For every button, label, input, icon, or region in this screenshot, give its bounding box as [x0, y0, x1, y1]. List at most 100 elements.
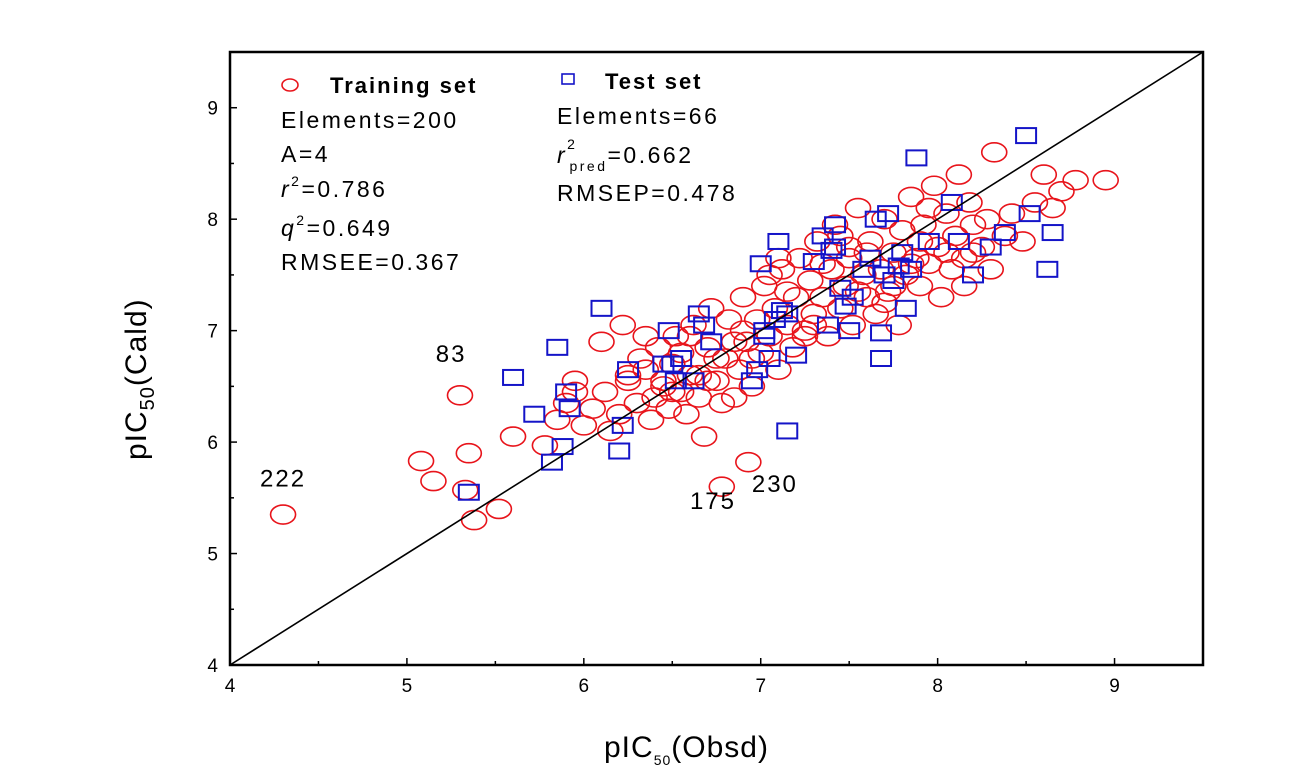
- training-point: [499, 426, 527, 447]
- test-point: [824, 216, 847, 234]
- training-point: [673, 403, 700, 425]
- legend-test: Test set Elements=66 r2 pred=0.662 RMSEP=…: [557, 69, 737, 206]
- x-tick-label: 9: [1109, 676, 1120, 697]
- plot-frame: [228, 50, 1205, 667]
- training-point: [597, 420, 624, 442]
- point-annotation: 230: [752, 471, 798, 498]
- training-point: [844, 281, 872, 302]
- test-point: [905, 149, 928, 167]
- training-point: [655, 398, 683, 419]
- training-point: [844, 197, 872, 219]
- training-elements: Elements=200: [281, 107, 459, 133]
- y-tick-label: 7: [207, 322, 218, 343]
- data-marks: [269, 127, 1119, 531]
- training-point: [561, 370, 589, 392]
- training-point: [827, 225, 854, 247]
- test-point: [776, 305, 799, 323]
- training-point: [773, 281, 801, 302]
- training-point: [768, 259, 796, 280]
- training-a: A=4: [281, 141, 330, 167]
- legend-test-title: Test set: [605, 69, 703, 94]
- training-point: [591, 381, 619, 403]
- training-point: [906, 231, 934, 252]
- x-tick-label: 6: [579, 676, 590, 697]
- training-point: [485, 498, 513, 520]
- y-tick-label: 4: [207, 656, 218, 677]
- test-point: [838, 322, 861, 340]
- test-point: [664, 372, 687, 390]
- training-point: [1030, 164, 1058, 185]
- test-elements: Elements=66: [557, 103, 719, 129]
- training-point: [729, 320, 757, 341]
- test-point: [870, 350, 893, 367]
- training-point: [708, 476, 736, 497]
- test-point: [558, 400, 581, 418]
- training-point: [933, 242, 960, 263]
- training-point: [720, 387, 748, 408]
- test-point: [590, 299, 613, 317]
- training-point: [862, 303, 890, 325]
- test-point: [657, 322, 680, 340]
- training-point: [945, 164, 973, 185]
- training-point: [924, 236, 951, 258]
- training-point: [690, 426, 718, 447]
- training-point: [950, 275, 978, 297]
- training-point: [800, 314, 828, 336]
- test-point: [767, 232, 790, 250]
- test-r2pred: r2 pred=0.662: [557, 136, 694, 174]
- x-axis-title: pIC50(Obsd): [604, 731, 769, 768]
- training-r2: r2=0.786: [281, 173, 387, 202]
- x-tick-label: 8: [932, 676, 943, 697]
- legend-training: Training set Elements=200 A=4 r2=0.786 q…: [281, 73, 475, 275]
- test-point: [740, 372, 763, 390]
- test-point: [523, 405, 546, 423]
- test-point: [894, 299, 917, 317]
- test-point: [700, 333, 723, 351]
- test-point: [1036, 260, 1059, 278]
- training-point: [973, 208, 1001, 230]
- x-tick-label: 5: [402, 676, 413, 697]
- training-point: [446, 384, 474, 406]
- test-point: [749, 255, 772, 273]
- training-point: [1092, 169, 1119, 191]
- training-point: [614, 370, 642, 392]
- test-point: [900, 260, 923, 278]
- test-point: [841, 288, 864, 306]
- test-point: [1018, 205, 1041, 223]
- training-point: [1048, 181, 1075, 202]
- test-point: [887, 257, 910, 275]
- test-point: [608, 442, 631, 460]
- training-point: [871, 292, 898, 314]
- training-q2: q2=0.649: [281, 212, 393, 241]
- training-point: [715, 309, 743, 330]
- training-point: [956, 192, 983, 213]
- axis-ticks: 4 5 6 7 8 9 4 5 6 7 8 9: [207, 99, 1119, 697]
- training-point: [927, 286, 955, 308]
- training-point: [959, 242, 987, 263]
- training-point: [735, 451, 762, 473]
- test-point: [502, 368, 525, 386]
- test-point: [1015, 127, 1038, 145]
- y-axis-title: pIC50(Cald): [120, 298, 159, 460]
- training-point: [1021, 192, 1049, 213]
- training-point: [814, 325, 842, 347]
- training-point: [1062, 169, 1089, 191]
- training-point: [980, 142, 1008, 163]
- test-point: [546, 338, 569, 356]
- test-rmsep: RMSEP=0.478: [557, 180, 737, 206]
- x-tick-label: 7: [755, 676, 766, 697]
- training-point: [455, 442, 483, 464]
- test-point: [457, 483, 480, 501]
- training-point: [407, 450, 435, 472]
- test-point: [652, 355, 675, 373]
- y-tick-label: 6: [207, 433, 218, 454]
- training-point: [676, 325, 704, 347]
- training-point: [821, 214, 849, 236]
- test-point: [1041, 224, 1064, 242]
- y-tick-label: 5: [207, 545, 218, 566]
- point-annotation: 222: [260, 466, 306, 493]
- training-point: [680, 314, 707, 336]
- training-point: [269, 504, 297, 525]
- training-point: [888, 220, 916, 241]
- test-point: [785, 346, 808, 364]
